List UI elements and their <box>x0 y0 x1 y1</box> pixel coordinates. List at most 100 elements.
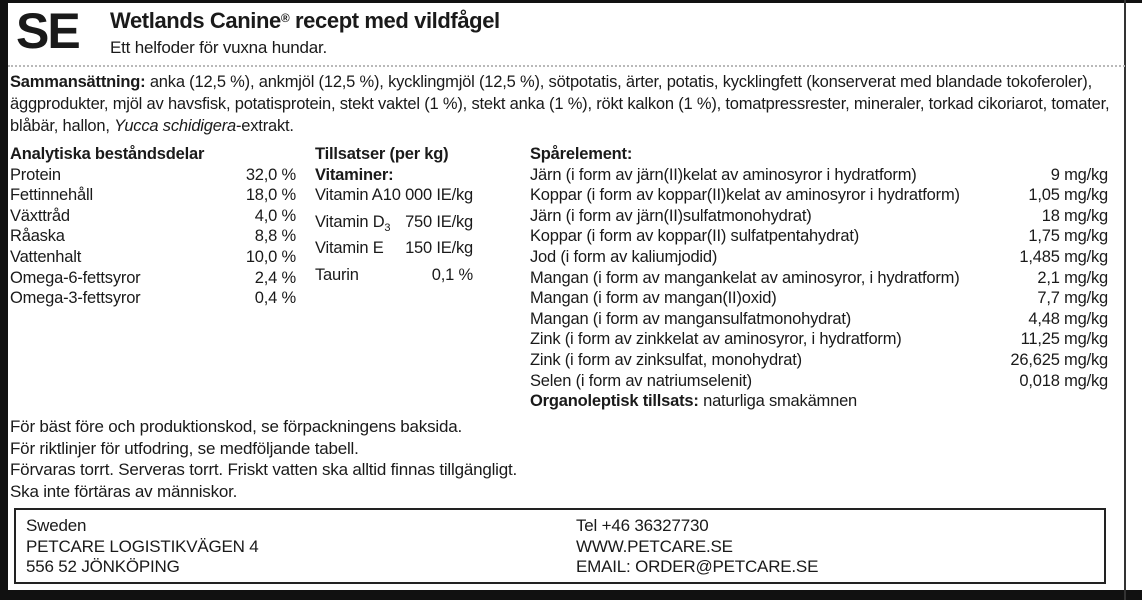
analytical-name: Protein <box>10 165 61 184</box>
vitamins-subheader: Vitaminer: <box>315 165 394 184</box>
trace-element-value: 1,485 mg/kg <box>1019 247 1108 266</box>
contact-box: Sweden PETCARE LOGISTIKVÄGEN 4 556 52 JÖ… <box>14 508 1106 584</box>
address-line: Sweden <box>26 516 87 535</box>
table-row: Vitamin A 10 000 IE/kg <box>315 185 473 212</box>
table-row: Järn (i form av järn(II)sulfatmonohydrat… <box>530 206 1108 227</box>
product-title-brand: Wetlands Canine <box>110 8 281 33</box>
table-row: Järn (i form av järn(II)kelat av aminosy… <box>530 165 1108 186</box>
trace-element-name: Järn (i form av järn(II)kelat av aminosy… <box>530 165 917 184</box>
trace-elements-column: Spårelement: Järn (i form av järn(II)kel… <box>530 144 1108 412</box>
trace-element-name: Koppar (i form av koppar(II)kelat av ami… <box>530 186 960 205</box>
table-row: Koppar (i form av koppar(II) sulfatpenta… <box>530 226 1108 247</box>
additives-column: Tillsatser (per kg) Vitaminer: Vitamin A… <box>315 144 473 292</box>
note-line: För riktlinjer för utfodring, se medfölj… <box>10 438 359 458</box>
table-row: Zink (i form av zinkkelat av aminosyror,… <box>530 329 1108 350</box>
table-row: Vitamin D3 750 IE/kg <box>315 212 473 239</box>
table-row: Vattenhalt 10,0 % <box>10 247 296 268</box>
trace-element-name: Mangan (i form av mangankelat av aminosy… <box>530 268 960 287</box>
product-subtitle: Ett helfoder för vuxna hundar. <box>110 38 328 57</box>
table-row: Jod (i form av kaliumjodid) 1,485 mg/kg <box>530 247 1108 268</box>
table-row: Protein 32,0 % <box>10 165 296 186</box>
table-row: Mangan (i form av mangan(II)oxid) 7,7 mg/… <box>530 288 1108 309</box>
analytical-value: 2,4 % <box>254 268 296 287</box>
composition-paragraph: Sammansättning: anka (12,5 %), ankmjöl (… <box>10 71 1114 137</box>
analytical-name: Vattenhalt <box>10 247 82 266</box>
table-row: Zink (i form av zinksulfat, monohydrat) 2… <box>530 350 1108 371</box>
analytical-value: 4,0 % <box>254 206 296 225</box>
composition-italic-text: Yucca schidigera <box>114 117 236 135</box>
trace-element-name: Zink (i form av zinksulfat, monohydrat) <box>530 350 802 369</box>
language-code: SE <box>16 3 81 59</box>
organoleptic-additive-line: Organoleptisk tillsats: naturliga smakäm… <box>530 391 1108 412</box>
header-separator <box>8 65 1125 67</box>
trace-element-value: 4,48 mg/kg <box>1028 309 1108 328</box>
trace-element-value: 2,1 mg/kg <box>1037 268 1108 287</box>
analytical-header: Analytiska beståndsdelar <box>10 145 205 163</box>
storage-notes: För bäst före och produktionskod, se för… <box>10 416 517 502</box>
product-title: Wetlands Canine® recept med vildfågel <box>110 8 500 34</box>
address-line: 556 52 JÖNKÖPING <box>26 557 180 576</box>
trace-element-value: 26,625 mg/kg <box>1010 350 1108 369</box>
vitamin-value: 10 000 IE/kg <box>382 186 473 205</box>
analytical-value: 0,4 % <box>254 289 296 308</box>
vitamin-value: 150 IE/kg <box>405 239 473 258</box>
analytical-constituents-column: Analytiska beståndsdelar Protein 32,0 % F… <box>10 144 296 309</box>
table-row: Växttråd 4,0 % <box>10 206 296 227</box>
address-line: PETCARE LOGISTIKVÄGEN 4 <box>26 536 259 556</box>
vitamin-value: 0,1 % <box>431 265 473 284</box>
vitamin-value: 750 IE/kg <box>405 212 473 231</box>
analytical-name: Råaska <box>10 227 65 246</box>
organoleptic-value: naturliga smakämnen <box>698 392 858 411</box>
trace-element-name: Järn (i form av järn(II)sulfatmonohydrat… <box>530 206 812 225</box>
product-title-rest: recept med vildfågel <box>289 8 500 33</box>
trace-element-name: Mangan (i form av mangansulfatmonohydrat… <box>530 309 852 328</box>
frame-bottom-bar <box>0 590 1142 600</box>
note-line: För bäst före och produktionskod, se för… <box>10 417 462 436</box>
table-row: Mangan (i form av mangansulfatmonohydrat… <box>530 309 1108 330</box>
vitamin-name: Vitamin A <box>315 186 383 205</box>
frame-right-line <box>1124 0 1126 600</box>
vitamin-name: Vitamin E <box>315 239 384 258</box>
trace-element-name: Selen (i form av natriumselenit) <box>530 371 752 390</box>
analytical-value: 32,0 % <box>245 165 296 184</box>
table-row: Vitamin E 150 IE/kg <box>315 238 473 265</box>
analytical-name: Växttråd <box>10 206 70 225</box>
contact-address: Sweden PETCARE LOGISTIKVÄGEN 4 556 52 JÖ… <box>26 516 259 578</box>
vitamin-subscript: 3 <box>384 221 391 234</box>
trace-element-value: 1,75 mg/kg <box>1028 227 1108 246</box>
phone-line: Tel +46 36327730 <box>576 516 709 535</box>
table-row: Selen (i form av natriumselenit) 0,018 mg… <box>530 371 1108 392</box>
registered-trademark-symbol: ® <box>280 11 290 25</box>
trace-element-value: 18 mg/kg <box>1041 206 1108 225</box>
analytical-value: 10,0 % <box>245 247 296 266</box>
vitamin-name: Vitamin D3 <box>315 212 391 234</box>
vitamin-name: Taurin <box>315 265 359 284</box>
table-row: Råaska 8,8 % <box>10 226 296 247</box>
note-line: Förvaras torrt. Serveras torrt. Friskt v… <box>10 460 518 479</box>
frame-top-line <box>0 0 1142 3</box>
analytical-name: Omega-3-fettsyror <box>10 289 141 308</box>
trace-element-value: 0,018 mg/kg <box>1019 371 1108 390</box>
table-row: Mangan (i form av mangankelat av aminosy… <box>530 268 1108 289</box>
table-row: Fettinnehåll 18,0 % <box>10 185 296 206</box>
table-row: Taurin 0,1 % <box>315 265 473 292</box>
note-line: Ska inte förtäras av människor. <box>10 481 238 501</box>
frame-left-bar <box>0 0 8 592</box>
table-row: Omega-6-fettsyror 2,4 % <box>10 268 296 289</box>
contact-details: Tel +46 36327730 WWW.PETCARE.SE EMAIL: O… <box>576 516 818 578</box>
analytical-name: Fettinnehåll <box>10 186 93 205</box>
composition-text-end: -extrakt. <box>235 117 294 135</box>
website-line: WWW.PETCARE.SE <box>576 536 733 556</box>
trace-element-value: 9 mg/kg <box>1050 165 1108 184</box>
trace-element-name: Zink (i form av zinkkelat av aminosyror,… <box>530 330 902 349</box>
composition-text: anka (12,5 %), ankmjöl (12,5 %), kycklin… <box>10 73 1110 135</box>
trace-element-value: 1,05 mg/kg <box>1028 186 1108 205</box>
trace-element-name: Koppar (i form av koppar(II) sulfatpenta… <box>530 227 860 246</box>
trace-element-value: 7,7 mg/kg <box>1037 289 1108 308</box>
analytical-value: 8,8 % <box>254 227 296 246</box>
analytical-name: Omega-6-fettsyror <box>10 268 141 287</box>
composition-label: Sammansättning: <box>10 73 146 91</box>
table-row: Omega-3-fettsyror 0,4 % <box>10 288 296 309</box>
trace-elements-header: Spårelement: <box>530 145 633 163</box>
